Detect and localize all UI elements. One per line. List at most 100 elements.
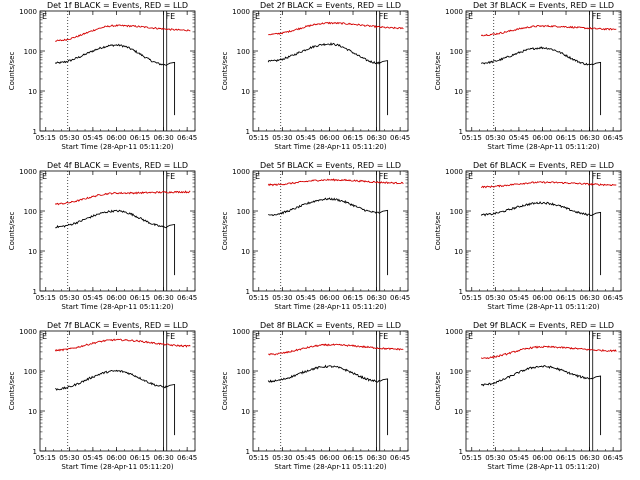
plot-frame — [39, 170, 196, 292]
x-tick-label: 06:45 — [390, 294, 410, 302]
x-tick-label: 05:15 — [462, 294, 482, 302]
series-events-tail — [592, 375, 602, 436]
x-tick-label: 05:30 — [59, 134, 79, 142]
chart-svg: Det 3f BLACK = Events, RED = LLD 1 10 100 10… — [434, 1, 623, 151]
annotation-fe: FE — [166, 332, 176, 341]
chart-svg: Det 6f BLACK = Events, RED = LLD 1 10 100 10… — [434, 161, 623, 311]
plot-frame — [465, 330, 622, 452]
x-tick-label: 06:00 — [106, 454, 126, 462]
series-lld-line — [268, 21, 404, 36]
x-tick-label: 05:15 — [249, 134, 269, 142]
x-tick-label: 06:15 — [556, 454, 576, 462]
y-tick-label: 100 — [237, 48, 250, 56]
chart-title: Det 5f BLACK = Events, RED = LLD — [260, 161, 401, 170]
plot-frame — [252, 10, 409, 132]
y-tick-label: 1 — [33, 288, 37, 296]
x-tick-label: 06:15 — [556, 134, 576, 142]
x-tick-label: 05:45 — [509, 294, 529, 302]
series-lld-line — [267, 178, 404, 187]
x-tick-label: 06:15 — [556, 294, 576, 302]
y-tick-label: 1000 — [445, 8, 463, 16]
chart-svg: Det 2f BLACK = Events, RED = LLD 1 10 100 10… — [221, 1, 410, 151]
y-tick-label: 1000 — [232, 168, 250, 176]
x-tick-label: 05:30 — [272, 294, 292, 302]
chart-title: Det 4f BLACK = Events, RED = LLD — [47, 161, 188, 170]
y-tick-label: 1 — [459, 448, 463, 456]
y-tick-label: 10 — [28, 408, 37, 416]
y-tick-label: 100 — [24, 368, 37, 376]
chart-svg: Det 9f BLACK = Events, RED = LLD 1 10 100 10… — [434, 321, 623, 471]
series-lld-line — [55, 24, 191, 42]
x-tick-label: 06:45 — [177, 134, 197, 142]
x-tick-label: 06:45 — [603, 294, 623, 302]
y-tick-label: 100 — [237, 368, 250, 376]
chart-title: Det 7f BLACK = Events, RED = LLD — [47, 321, 188, 330]
x-tick-label: 05:15 — [249, 294, 269, 302]
chart-panel-det-1f: Det 1f BLACK = Events, RED = LLD 1 10 100 10… — [0, 0, 213, 160]
x-tick-label: 05:15 — [36, 134, 56, 142]
x-tick-label: 06:15 — [343, 294, 363, 302]
x-tick-label: 05:45 — [509, 134, 529, 142]
annotation-e: E — [255, 332, 260, 341]
y-tick-label: 1000 — [232, 8, 250, 16]
y-tick-label: 10 — [28, 248, 37, 256]
series-lld-line — [480, 181, 617, 189]
plot-frame — [39, 10, 196, 132]
annotation-e: E — [42, 172, 47, 181]
series-events-tail — [379, 60, 389, 116]
x-tick-label: 06:15 — [130, 294, 150, 302]
series-events-line — [267, 42, 381, 65]
y-axis-label: Counts/sec — [8, 52, 16, 91]
y-tick-label: 10 — [241, 248, 250, 256]
chart-panel-det-6f: Det 6f BLACK = Events, RED = LLD 1 10 100 10… — [426, 160, 639, 320]
x-axis-label: Start Time (28-Apr-11 05:11:20) — [61, 303, 173, 311]
annotation-e: E — [42, 332, 47, 341]
x-tick-label: 05:45 — [296, 454, 316, 462]
series-events-tail — [379, 209, 389, 276]
y-tick-label: 1000 — [19, 328, 37, 336]
y-axis-label: Counts/sec — [8, 372, 16, 411]
chart-title: Det 6f BLACK = Events, RED = LLD — [473, 161, 614, 170]
y-tick-label: 1000 — [445, 168, 463, 176]
annotation-fe: FE — [379, 332, 389, 341]
x-tick-label: 06:00 — [106, 294, 126, 302]
annotation-fe: FE — [379, 172, 389, 181]
x-tick-label: 06:30 — [153, 134, 173, 142]
x-tick-label: 06:45 — [603, 454, 623, 462]
x-tick-label: 05:15 — [36, 294, 56, 302]
y-axis-label: Counts/sec — [434, 212, 442, 251]
x-tick-label: 05:45 — [83, 454, 103, 462]
y-axis-label: Counts/sec — [221, 372, 229, 411]
x-tick-label: 06:15 — [130, 454, 150, 462]
y-tick-label: 1 — [33, 448, 37, 456]
x-tick-label: 06:00 — [319, 454, 339, 462]
chart-panel-det-8f: Det 8f BLACK = Events, RED = LLD 1 10 100 10… — [213, 320, 426, 480]
x-tick-label: 06:45 — [177, 294, 197, 302]
x-axis-label: Start Time (28-Apr-11 05:11:20) — [274, 143, 386, 151]
x-axis-label: Start Time (28-Apr-11 05:11:20) — [487, 463, 599, 471]
series-events-tail — [592, 211, 602, 276]
x-tick-label: 06:30 — [579, 134, 599, 142]
y-tick-label: 100 — [450, 48, 463, 56]
annotation-e: E — [255, 172, 260, 181]
chart-svg: Det 8f BLACK = Events, RED = LLD 1 10 100 10… — [221, 321, 410, 471]
x-axis-label: Start Time (28-Apr-11 05:11:20) — [61, 463, 173, 471]
y-tick-label: 10 — [454, 248, 463, 256]
y-tick-label: 1 — [33, 128, 37, 136]
series-events-line — [55, 209, 167, 229]
annotation-fe: FE — [592, 172, 602, 181]
x-tick-label: 06:15 — [130, 134, 150, 142]
annotation-fe: FE — [379, 12, 389, 21]
chart-panel-det-9f: Det 9f BLACK = Events, RED = LLD 1 10 100 10… — [426, 320, 639, 480]
x-tick-label: 06:00 — [319, 294, 339, 302]
y-tick-label: 1 — [246, 288, 250, 296]
x-tick-label: 06:30 — [366, 454, 386, 462]
plot-frame — [465, 170, 622, 292]
y-tick-label: 1 — [246, 448, 250, 456]
y-tick-label: 100 — [450, 208, 463, 216]
chart-panel-det-7f: Det 7f BLACK = Events, RED = LLD 1 10 100 10… — [0, 320, 213, 480]
x-tick-label: 05:15 — [249, 454, 269, 462]
plot-frame — [252, 330, 409, 452]
series-lld-line — [54, 190, 191, 206]
